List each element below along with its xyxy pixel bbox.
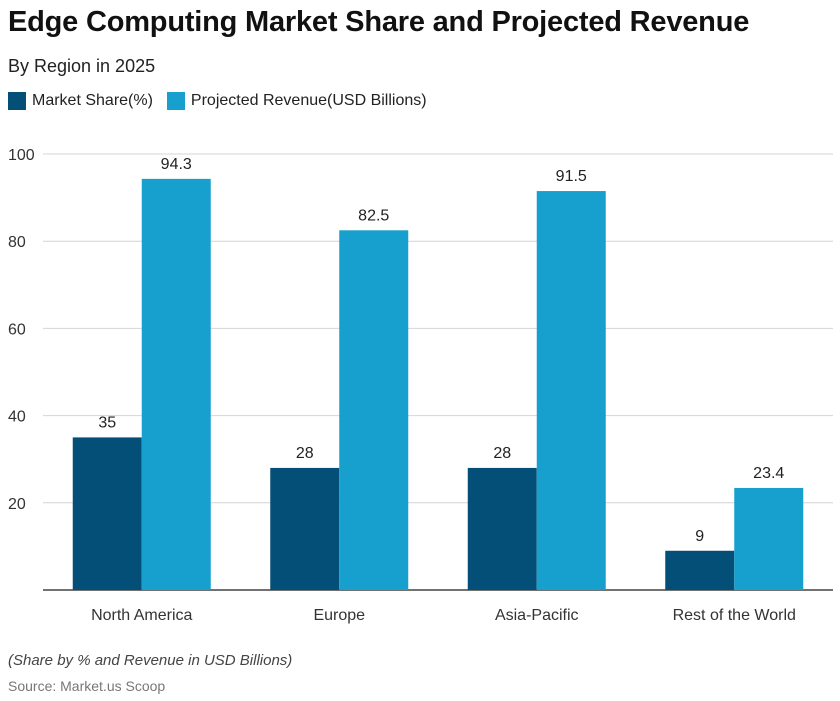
data-label: 91.5: [556, 168, 587, 185]
data-label: 35: [98, 414, 116, 431]
legend-swatch-projected-revenue: [166, 92, 185, 110]
y-tick-label: 80: [8, 234, 26, 251]
chart-subtitle: By Region in 2025: [8, 56, 156, 76]
bar-projected-revenue-usd-billions-rest-of-the-world: [734, 487, 804, 590]
legend-label-market-share: Market Share(%): [32, 92, 153, 109]
legend-item-market-share: Market Share(%): [8, 92, 153, 110]
y-tick-label: 100: [8, 147, 35, 164]
legend-swatch-market-share: [8, 92, 26, 110]
data-label: 23.4: [753, 465, 784, 482]
bar-market-share-north-america: [72, 437, 142, 590]
y-tick-label: 60: [8, 321, 26, 338]
chart-source: Source: Market.us Scoop: [8, 678, 166, 694]
bar-market-share-europe: [270, 467, 340, 590]
x-tick-label: Asia-Pacific: [495, 607, 579, 624]
x-tick-label: North America: [91, 607, 192, 624]
legend: Market Share(%) Projected Revenue(USD Bi…: [8, 92, 441, 110]
chart-title: Edge Computing Market Share and Projecte…: [8, 6, 750, 38]
bar-market-share-asia-pacific: [467, 467, 537, 590]
data-label: 9: [695, 528, 704, 545]
chart-note: (Share by % and Revenue in USD Billions): [8, 652, 293, 669]
y-tick-label: 20: [8, 496, 26, 513]
x-tick-label: Europe: [313, 607, 365, 624]
data-label: 94.3: [161, 156, 192, 173]
legend-item-projected-revenue: Projected Revenue(USD Billions): [166, 92, 427, 110]
bar-chart: 20 40 60 80 100 35 94.3 North America 28 82.5 Euro…: [8, 147, 833, 624]
legend-label-projected-revenue: Projected Revenue(USD Billions): [190, 92, 427, 109]
bar-projected-revenue-usd-billions-north-america: [141, 178, 211, 591]
data-label: 82.5: [358, 207, 389, 224]
bar-market-share-rest-of-the-world: [665, 550, 735, 590]
y-tick-label: 40: [8, 409, 26, 426]
data-label: 28: [296, 445, 314, 462]
x-tick-label: Rest of the World: [673, 607, 796, 624]
bar-projected-revenue-usd-billions-asia-pacific: [536, 191, 606, 590]
bar-projected-revenue-usd-billions-europe: [339, 230, 409, 591]
data-label: 28: [493, 445, 511, 462]
